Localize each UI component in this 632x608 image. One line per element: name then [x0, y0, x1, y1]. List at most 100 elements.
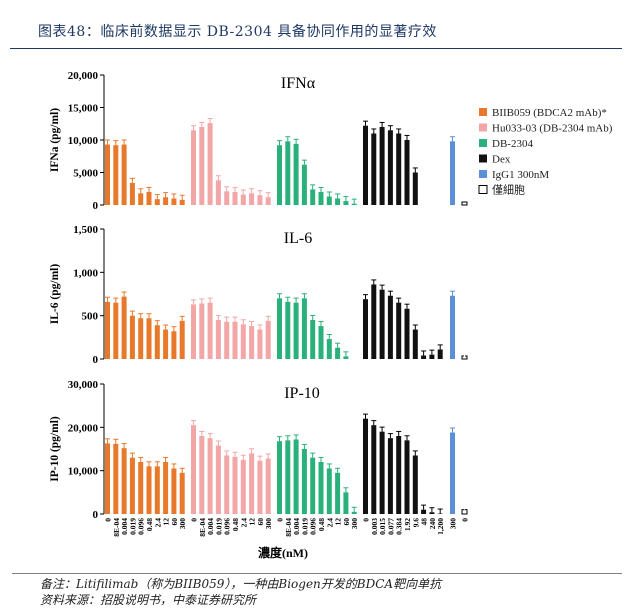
bar — [249, 326, 254, 359]
legend-label: DB-2304 — [492, 138, 533, 150]
legend: BIIB059 (BDCA2 mAb)*Hu033-03 (DB-2304 mA… — [479, 107, 613, 197]
y-tick-label: 0 — [93, 200, 99, 212]
bar — [363, 126, 368, 205]
bar — [130, 183, 135, 205]
bar — [216, 180, 221, 205]
bar — [191, 130, 196, 205]
bar — [180, 321, 185, 359]
bar — [335, 199, 340, 206]
y-tick-label: 30,000 — [68, 379, 99, 391]
bar — [396, 134, 401, 206]
bar — [302, 165, 307, 205]
bar — [319, 462, 324, 514]
bar — [180, 200, 185, 205]
x-tick-label: 1,200 — [436, 518, 445, 535]
bar — [285, 141, 290, 205]
bar — [249, 453, 254, 514]
bar — [319, 326, 324, 359]
bar — [285, 440, 290, 514]
bar — [208, 438, 213, 514]
bar — [363, 299, 368, 359]
bar — [413, 330, 418, 359]
legend-swatch — [479, 170, 487, 178]
bar — [462, 510, 467, 514]
bar — [138, 462, 143, 514]
x-tick-label: 300 — [264, 518, 273, 530]
bar — [224, 322, 229, 359]
footer-divider — [12, 573, 622, 574]
y-tick-label: 15,000 — [68, 103, 99, 115]
panel-title: IP-10 — [284, 385, 320, 402]
y-tick-label: 1,000 — [73, 267, 98, 279]
source-text: 资料来源：招股说明书，中泰证券研究所 — [40, 591, 256, 608]
y-axis-label: IL-6 (pg/ml) — [49, 264, 61, 325]
bar — [208, 303, 213, 359]
bar — [450, 433, 455, 514]
bar — [429, 355, 434, 359]
bar — [310, 320, 315, 359]
bar — [147, 318, 152, 359]
legend-swatch — [479, 139, 487, 147]
y-tick-label: 5,000 — [73, 168, 98, 180]
bar — [130, 316, 135, 359]
bar — [380, 127, 385, 205]
bar — [216, 446, 221, 514]
bar — [277, 441, 282, 514]
bar — [405, 140, 410, 205]
x-tick-label: 300 — [350, 518, 359, 530]
y-axis-label: IP-10 (pg/ml) — [49, 416, 61, 482]
bar — [163, 197, 168, 205]
legend-swatch — [479, 108, 487, 116]
bar — [171, 331, 176, 359]
x-tick-label: 0 — [461, 518, 470, 522]
bar — [224, 191, 229, 205]
x-tick-label: 300 — [178, 518, 187, 530]
bar — [327, 469, 332, 515]
bar — [163, 462, 168, 514]
bar — [266, 321, 271, 359]
bar — [462, 202, 467, 205]
bar — [363, 419, 368, 514]
bar — [352, 204, 357, 205]
bar — [163, 330, 168, 359]
bar — [352, 512, 357, 514]
legend-label: Dex — [492, 154, 511, 166]
bar — [257, 461, 262, 514]
bar — [396, 303, 401, 359]
bar — [285, 302, 290, 359]
bar — [343, 201, 348, 205]
bar — [388, 130, 393, 205]
bar — [113, 303, 118, 359]
bar — [241, 460, 246, 514]
bar — [122, 448, 127, 514]
bar — [138, 318, 143, 359]
legend-label: IgG1 300nM — [492, 169, 549, 181]
legend-swatch — [479, 155, 487, 163]
legend-label: Hu033-03 (DB-2304 mAb) — [492, 123, 613, 135]
bar — [450, 296, 455, 359]
bar — [380, 290, 385, 359]
bar — [130, 458, 135, 514]
bar — [302, 298, 307, 359]
bar — [396, 436, 401, 514]
bar — [122, 145, 127, 205]
bar — [105, 145, 110, 205]
bar — [405, 309, 410, 359]
bar — [113, 444, 118, 514]
panel-title: IL-6 — [284, 230, 312, 247]
bar — [371, 425, 376, 514]
bar — [155, 325, 160, 359]
legend-swatch — [479, 124, 487, 132]
bar — [191, 304, 196, 359]
bar — [113, 145, 118, 205]
bar — [343, 492, 348, 514]
legend-swatch — [479, 186, 487, 194]
bar — [155, 466, 160, 514]
bar — [294, 303, 299, 359]
bar — [208, 123, 213, 205]
bar — [327, 339, 332, 359]
bar — [371, 284, 376, 359]
bar — [421, 356, 426, 359]
bar — [233, 322, 238, 359]
